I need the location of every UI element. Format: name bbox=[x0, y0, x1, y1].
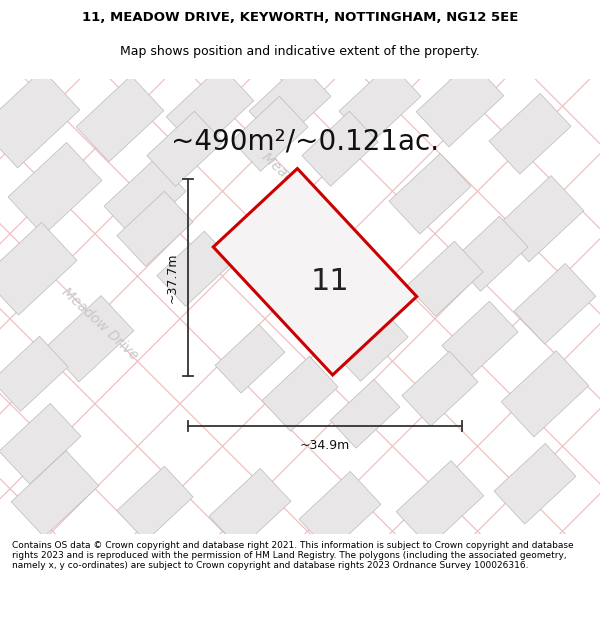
Polygon shape bbox=[232, 96, 308, 171]
Polygon shape bbox=[11, 451, 99, 537]
Polygon shape bbox=[117, 191, 193, 266]
Polygon shape bbox=[416, 61, 504, 147]
Polygon shape bbox=[215, 324, 285, 393]
Polygon shape bbox=[442, 301, 518, 376]
Text: Meadow Drive: Meadow Drive bbox=[59, 285, 141, 362]
Polygon shape bbox=[0, 336, 68, 411]
Polygon shape bbox=[396, 461, 484, 547]
Polygon shape bbox=[104, 158, 186, 239]
Polygon shape bbox=[501, 351, 589, 437]
Text: 11: 11 bbox=[311, 268, 349, 296]
Text: Map shows position and indicative extent of the property.: Map shows position and indicative extent… bbox=[120, 45, 480, 58]
Text: ~37.7m: ~37.7m bbox=[166, 252, 179, 302]
Polygon shape bbox=[147, 111, 223, 186]
Polygon shape bbox=[166, 66, 254, 152]
Polygon shape bbox=[389, 153, 471, 234]
Text: Meadow Drive: Meadow Drive bbox=[259, 150, 341, 228]
Polygon shape bbox=[330, 379, 400, 448]
Polygon shape bbox=[0, 222, 77, 315]
Polygon shape bbox=[262, 356, 338, 431]
Polygon shape bbox=[8, 142, 102, 235]
Polygon shape bbox=[407, 241, 483, 316]
Polygon shape bbox=[302, 111, 378, 186]
Polygon shape bbox=[213, 169, 417, 375]
Polygon shape bbox=[209, 468, 291, 549]
Polygon shape bbox=[157, 231, 233, 306]
Text: ~34.9m: ~34.9m bbox=[300, 439, 350, 452]
Text: 11, MEADOW DRIVE, KEYWORTH, NOTTINGHAM, NG12 5EE: 11, MEADOW DRIVE, KEYWORTH, NOTTINGHAM, … bbox=[82, 11, 518, 24]
Polygon shape bbox=[249, 63, 331, 144]
Polygon shape bbox=[489, 93, 571, 174]
Polygon shape bbox=[339, 63, 421, 144]
Polygon shape bbox=[76, 76, 164, 162]
Polygon shape bbox=[452, 216, 528, 291]
Polygon shape bbox=[332, 306, 408, 381]
Text: ~490m²/~0.121ac.: ~490m²/~0.121ac. bbox=[171, 127, 439, 156]
Polygon shape bbox=[0, 69, 80, 168]
Polygon shape bbox=[0, 403, 81, 484]
Polygon shape bbox=[117, 466, 193, 541]
Polygon shape bbox=[496, 176, 584, 262]
Polygon shape bbox=[514, 263, 596, 344]
Polygon shape bbox=[494, 443, 576, 524]
Polygon shape bbox=[46, 296, 134, 382]
Text: Contains OS data © Crown copyright and database right 2021. This information is : Contains OS data © Crown copyright and d… bbox=[12, 541, 574, 571]
Polygon shape bbox=[299, 471, 381, 552]
Polygon shape bbox=[402, 351, 478, 426]
